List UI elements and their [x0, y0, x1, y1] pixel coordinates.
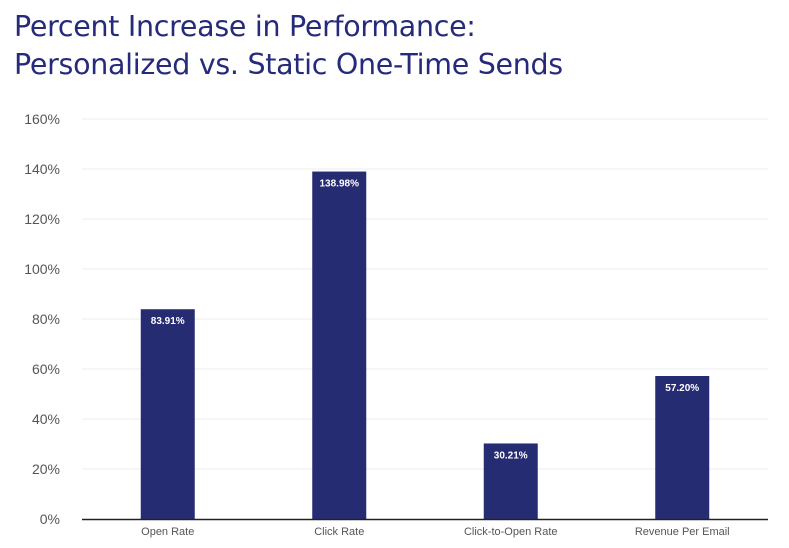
bar-value-label: 57.20% — [665, 383, 699, 394]
y-tick-label: 20% — [32, 461, 60, 477]
y-tick-label: 0% — [40, 511, 60, 527]
x-category-label: Open Rate — [141, 526, 194, 538]
bar-value-label: 83.91% — [151, 316, 185, 327]
x-category-label: Revenue Per Email — [635, 526, 730, 538]
y-tick-label: 60% — [32, 361, 60, 377]
bar — [140, 309, 195, 519]
bar — [312, 171, 367, 520]
chart-title-line-2: Personalized vs. Static One-Time Sends — [14, 48, 563, 81]
bar-value-label: 138.98% — [320, 179, 360, 190]
y-tick-label: 140% — [24, 161, 60, 177]
x-category-label: Click-to-Open Rate — [464, 526, 558, 538]
bar — [655, 376, 710, 519]
y-tick-label: 80% — [32, 311, 60, 327]
chart-title-line-1: Percent Increase in Performance: — [14, 10, 476, 43]
chart-title: Percent Increase in Performance: Persona… — [14, 8, 774, 84]
y-axis-ticks: 0% 20% 40% 60% 80% 100% 120% 140% 160% — [24, 111, 60, 527]
data-labels: 83.91% 138.98% 30.21% 57.20% — [151, 179, 700, 462]
bar-value-label: 30.21% — [494, 450, 528, 461]
bar — [483, 443, 538, 519]
y-tick-label: 160% — [24, 111, 60, 127]
y-tick-label: 120% — [24, 211, 60, 227]
x-category-label: Click Rate — [314, 526, 364, 538]
gridlines — [82, 118, 768, 470]
y-tick-label: 40% — [32, 411, 60, 427]
y-tick-label: 100% — [24, 261, 60, 277]
bars — [140, 171, 710, 520]
x-axis-categories: Open Rate Click Rate Click-to-Open Rate Rev… — [141, 526, 729, 538]
